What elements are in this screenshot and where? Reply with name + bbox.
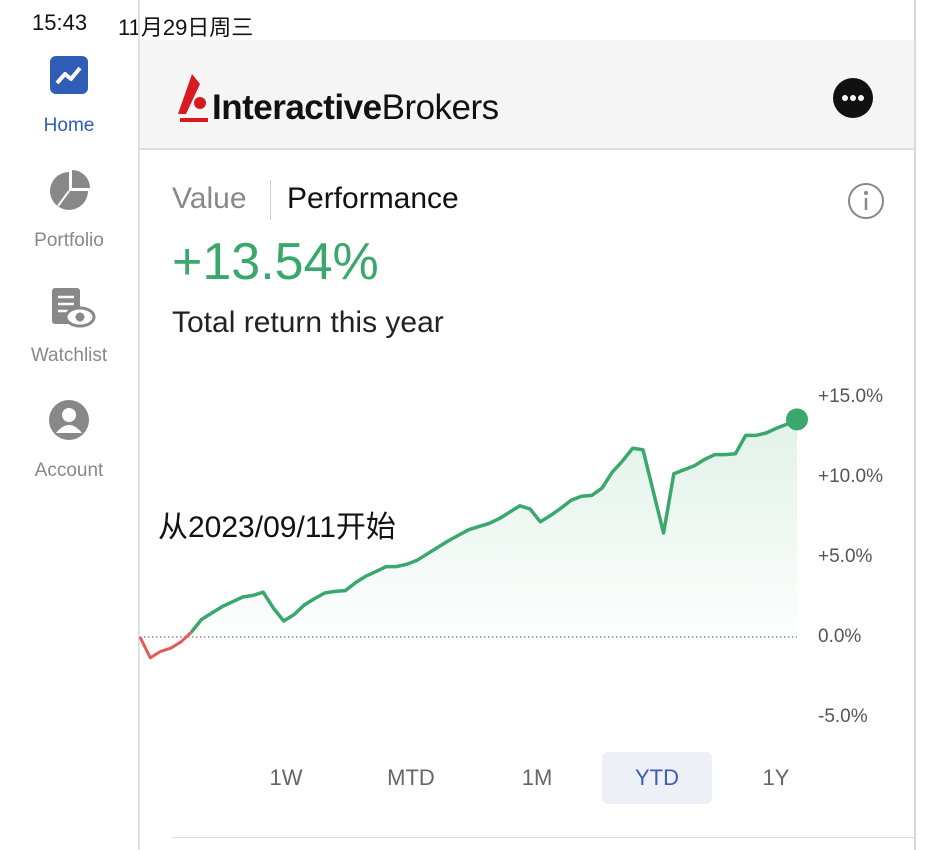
y-tick-label: +10.0% (818, 466, 883, 487)
right-border (914, 0, 916, 850)
sidebar-border (138, 0, 140, 850)
y-tick-label: -5.0% (818, 706, 868, 727)
line (189, 417, 798, 634)
info-button[interactable] (847, 182, 885, 220)
nav-portfolio[interactable]: Portfolio (34, 230, 104, 251)
return-value: +13.54% (172, 233, 379, 291)
portfolio-icon (50, 170, 90, 210)
area (191, 419, 797, 637)
logo-mark (178, 74, 208, 122)
y-tick-label: +15.0% (818, 386, 883, 407)
tab-performance[interactable]: Performance (287, 182, 459, 215)
status-time: 15:43 (32, 10, 88, 35)
header (140, 40, 915, 150)
nav-account[interactable]: Account (34, 460, 104, 481)
range-button[interactable]: YTD (602, 752, 712, 804)
account-icon (49, 400, 89, 440)
range-button[interactable]: MTD (387, 765, 435, 790)
status-date: 11月29日周三 (118, 15, 254, 40)
more-button[interactable] (832, 77, 874, 119)
nav-home[interactable]: Home (43, 115, 95, 136)
home-icon (50, 56, 88, 94)
y-tick-label: 0.0% (818, 626, 861, 647)
watchlist-icon (52, 288, 96, 328)
end-marker (786, 408, 808, 431)
return-caption: Total return this year (172, 306, 444, 339)
tab-value[interactable]: Value (172, 182, 247, 215)
tab-divider (270, 180, 271, 220)
y-tick-label: +5.0% (818, 546, 873, 567)
range-button[interactable]: 1Y (762, 765, 790, 790)
logo-regular: Brokers (381, 88, 500, 127)
nav-watchlist[interactable]: Watchlist (30, 345, 108, 366)
bottom-divider (172, 837, 914, 838)
logo-bold: Interactive (212, 88, 382, 127)
annotation: 从2023/09/11开始 (158, 511, 396, 544)
logo: InteractiveBrokers (212, 88, 499, 128)
line-negative (138, 631, 193, 660)
range-button[interactable]: 1M (521, 765, 553, 790)
range-button[interactable]: 1W (269, 765, 303, 790)
